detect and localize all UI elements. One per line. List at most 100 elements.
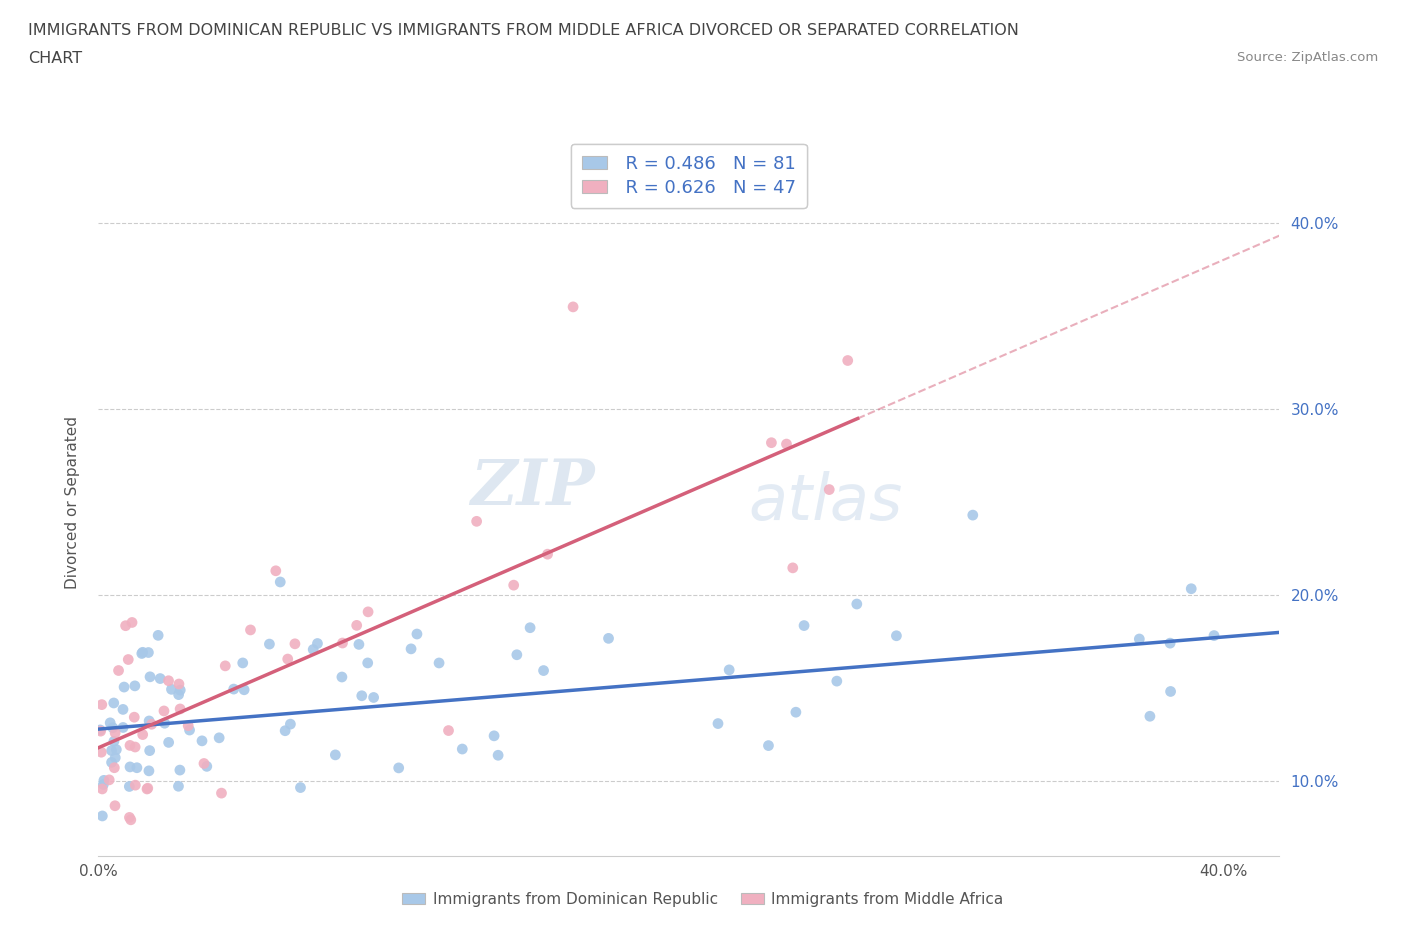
- Point: [347, 637, 370, 652]
- Text: Source: ZipAtlas.com: Source: ZipAtlas.com: [1237, 51, 1378, 64]
- Point: [962, 508, 984, 523]
- Point: [104, 798, 127, 813]
- Point: [107, 663, 129, 678]
- Point: [146, 628, 169, 643]
- Point: [124, 710, 146, 724]
- Point: [332, 635, 354, 650]
- Point: [233, 683, 256, 698]
- Point: [112, 720, 135, 735]
- Point: [111, 702, 134, 717]
- Point: [118, 760, 141, 775]
- Point: [90, 745, 112, 760]
- Point: [388, 761, 411, 776]
- Point: [502, 578, 524, 592]
- Point: [1160, 684, 1182, 699]
- Point: [103, 696, 125, 711]
- Point: [506, 647, 529, 662]
- Point: [167, 778, 190, 793]
- Point: [136, 781, 159, 796]
- Point: [101, 721, 124, 736]
- Point: [280, 717, 302, 732]
- Point: [357, 656, 380, 671]
- Point: [818, 482, 841, 497]
- Point: [290, 780, 312, 795]
- Point: [104, 725, 127, 740]
- Point: [357, 604, 380, 619]
- Text: CHART: CHART: [28, 51, 82, 66]
- Point: [124, 739, 146, 754]
- Point: [465, 514, 488, 529]
- Point: [214, 658, 236, 673]
- Point: [1180, 581, 1202, 596]
- Y-axis label: Divorced or Separated: Divorced or Separated: [65, 416, 80, 589]
- Point: [131, 727, 153, 742]
- Point: [758, 738, 780, 753]
- Point: [1202, 628, 1225, 643]
- Point: [177, 718, 200, 733]
- Point: [536, 547, 558, 562]
- Point: [120, 813, 142, 828]
- Text: atlas: atlas: [748, 472, 903, 533]
- Point: [208, 730, 231, 745]
- Point: [91, 808, 114, 823]
- Point: [277, 652, 299, 667]
- Point: [350, 688, 373, 703]
- Point: [114, 618, 136, 633]
- Point: [211, 786, 233, 801]
- Point: [90, 724, 112, 738]
- Point: [100, 755, 122, 770]
- Point: [89, 723, 111, 737]
- Point: [91, 777, 114, 792]
- Point: [138, 645, 160, 660]
- Point: [153, 716, 176, 731]
- Point: [1159, 636, 1181, 651]
- Point: [118, 779, 141, 794]
- Point: [363, 690, 385, 705]
- Point: [169, 683, 191, 698]
- Legend: Immigrants from Dominican Republic, Immigrants from Middle Africa: Immigrants from Dominican Republic, Immi…: [396, 886, 1010, 913]
- Text: ZIP: ZIP: [470, 458, 595, 519]
- Point: [437, 724, 460, 738]
- Point: [451, 741, 474, 756]
- Point: [91, 781, 114, 796]
- Point: [399, 642, 422, 657]
- Point: [486, 748, 509, 763]
- Text: IMMIGRANTS FROM DOMINICAN REPUBLIC VS IMMIGRANTS FROM MIDDLE AFRICA DIVORCED OR : IMMIGRANTS FROM DOMINICAN REPUBLIC VS IM…: [28, 23, 1019, 38]
- Point: [131, 646, 153, 661]
- Point: [136, 781, 159, 796]
- Point: [782, 561, 804, 576]
- Point: [93, 773, 115, 788]
- Point: [121, 615, 143, 630]
- Point: [482, 728, 505, 743]
- Point: [124, 777, 146, 792]
- Point: [149, 671, 172, 686]
- Point: [886, 629, 908, 644]
- Point: [222, 682, 245, 697]
- Point: [533, 663, 555, 678]
- Point: [264, 564, 287, 578]
- Point: [845, 596, 868, 611]
- Point: [139, 670, 162, 684]
- Point: [775, 437, 797, 452]
- Point: [427, 656, 450, 671]
- Point: [105, 742, 128, 757]
- Point: [118, 810, 141, 825]
- Point: [124, 678, 146, 693]
- Point: [837, 353, 859, 368]
- Point: [193, 756, 215, 771]
- Point: [191, 734, 214, 749]
- Point: [100, 743, 122, 758]
- Point: [160, 682, 183, 697]
- Point: [274, 724, 297, 738]
- Point: [141, 717, 163, 732]
- Point: [259, 637, 281, 652]
- Point: [138, 764, 160, 778]
- Point: [302, 642, 325, 657]
- Point: [785, 705, 807, 720]
- Point: [1128, 631, 1150, 646]
- Point: [118, 738, 141, 753]
- Point: [98, 773, 121, 788]
- Point: [307, 636, 329, 651]
- Point: [138, 743, 160, 758]
- Point: [793, 618, 815, 633]
